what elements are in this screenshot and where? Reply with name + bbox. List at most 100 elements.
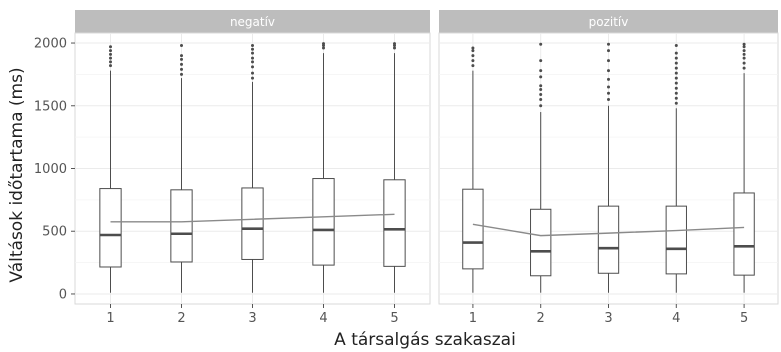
outlier-point <box>539 59 543 63</box>
outlier-point <box>251 56 254 60</box>
y-axis: 0 500 1000 1500 2000 <box>34 37 75 302</box>
panels-layer: negatív 1 2 3 4 5 pozitív 1 2 3 4 5 <box>74 10 779 326</box>
facet-strip-label: pozitív <box>589 15 629 29</box>
outlier-point <box>251 47 254 51</box>
outlier-point <box>539 104 543 108</box>
outlier-point <box>674 101 678 105</box>
outlier-point <box>607 59 610 63</box>
box-4 <box>312 42 335 293</box>
box-body <box>383 179 406 267</box>
outlier-point <box>251 76 254 80</box>
outlier-point <box>393 42 396 46</box>
panel-1: negatív 1 2 3 4 5 <box>74 10 431 326</box>
y-tick-label: 0 <box>59 287 67 302</box>
outlier-point <box>180 54 183 58</box>
outlier-point <box>393 46 396 50</box>
outlier-point <box>180 44 183 48</box>
outlier-point <box>322 42 325 46</box>
outlier-point <box>539 84 543 88</box>
y-axis-title: Váltások időtartama (ms) <box>7 67 27 282</box>
outlier-point <box>742 49 746 53</box>
box-body <box>99 188 122 268</box>
x-tick-label: 5 <box>390 311 398 326</box>
outlier-point <box>607 69 610 73</box>
outlier-point <box>180 72 183 76</box>
box-3 <box>241 44 264 293</box>
box-1 <box>462 46 484 293</box>
facet-strip <box>75 10 430 33</box>
box-5 <box>383 42 406 293</box>
outlier-point <box>251 51 254 55</box>
outlier-point <box>471 64 475 68</box>
x-tick-label: 1 <box>469 311 477 326</box>
outlier-point <box>180 62 183 66</box>
outlier-point <box>539 87 543 91</box>
outlier-point <box>674 61 678 65</box>
x-tick-label: 4 <box>319 311 327 326</box>
outlier-point <box>674 91 678 95</box>
facet-strip <box>439 10 778 33</box>
outlier-point <box>109 45 112 49</box>
outlier-point <box>742 42 746 46</box>
outlier-point <box>607 85 610 89</box>
outlier-point <box>674 51 678 55</box>
x-tick-label: 2 <box>177 311 185 326</box>
outlier-point <box>742 66 746 70</box>
box-5 <box>733 42 755 293</box>
outlier-point <box>674 81 678 85</box>
y-tick-label: 500 <box>42 225 67 240</box>
outlier-point <box>674 76 678 80</box>
box-body <box>312 178 335 266</box>
outlier-point <box>109 52 112 56</box>
outlier-point <box>539 92 543 96</box>
x-tick-label: 3 <box>248 311 256 326</box>
outlier-point <box>674 71 678 75</box>
outlier-point <box>109 56 112 60</box>
outlier-point <box>180 67 183 71</box>
panel-2: pozitív 1 2 3 4 5 <box>438 10 779 326</box>
outlier-point <box>674 56 678 60</box>
outlier-point <box>674 96 678 100</box>
outlier-point <box>607 42 610 46</box>
outlier-point <box>539 97 543 101</box>
box-body <box>462 188 484 270</box>
outlier-point <box>109 60 112 64</box>
y-tick-label: 1000 <box>34 162 67 177</box>
x-tick-label: 1 <box>106 311 114 326</box>
outlier-point <box>109 64 112 68</box>
x-tick-label: 5 <box>740 311 748 326</box>
outlier-point <box>251 71 254 75</box>
outlier-point <box>251 60 254 64</box>
outlier-point <box>674 66 678 70</box>
outlier-point <box>742 45 746 49</box>
outlier-point <box>251 44 254 48</box>
outlier-point <box>607 77 610 81</box>
x-tick-label: 2 <box>537 311 545 326</box>
outlier-point <box>607 91 610 95</box>
box-1 <box>99 45 122 293</box>
outlier-point <box>471 59 475 63</box>
x-axis-title: A társalgás szakaszai <box>334 330 516 350</box>
mean-trend-line <box>110 213 395 223</box>
outlier-point <box>251 65 254 69</box>
facet-strip-label: negatív <box>230 15 275 29</box>
box-body <box>241 187 264 260</box>
box-4 <box>665 44 687 293</box>
outlier-point <box>674 44 678 48</box>
box-body <box>597 205 620 274</box>
x-tick-label: 4 <box>672 311 680 326</box>
outlier-point <box>471 54 475 58</box>
box-3 <box>597 42 620 293</box>
outlier-point <box>471 46 475 50</box>
outlier-point <box>607 97 610 101</box>
outlier-point <box>742 52 746 56</box>
box-2 <box>530 42 552 293</box>
y-tick-label: 1500 <box>34 99 67 114</box>
outlier-point <box>539 69 543 73</box>
box-body <box>170 189 193 263</box>
y-tick-label: 2000 <box>34 37 67 52</box>
box-body <box>530 208 552 277</box>
outlier-point <box>471 49 475 53</box>
box-body <box>665 205 687 275</box>
outlier-point <box>539 42 543 46</box>
